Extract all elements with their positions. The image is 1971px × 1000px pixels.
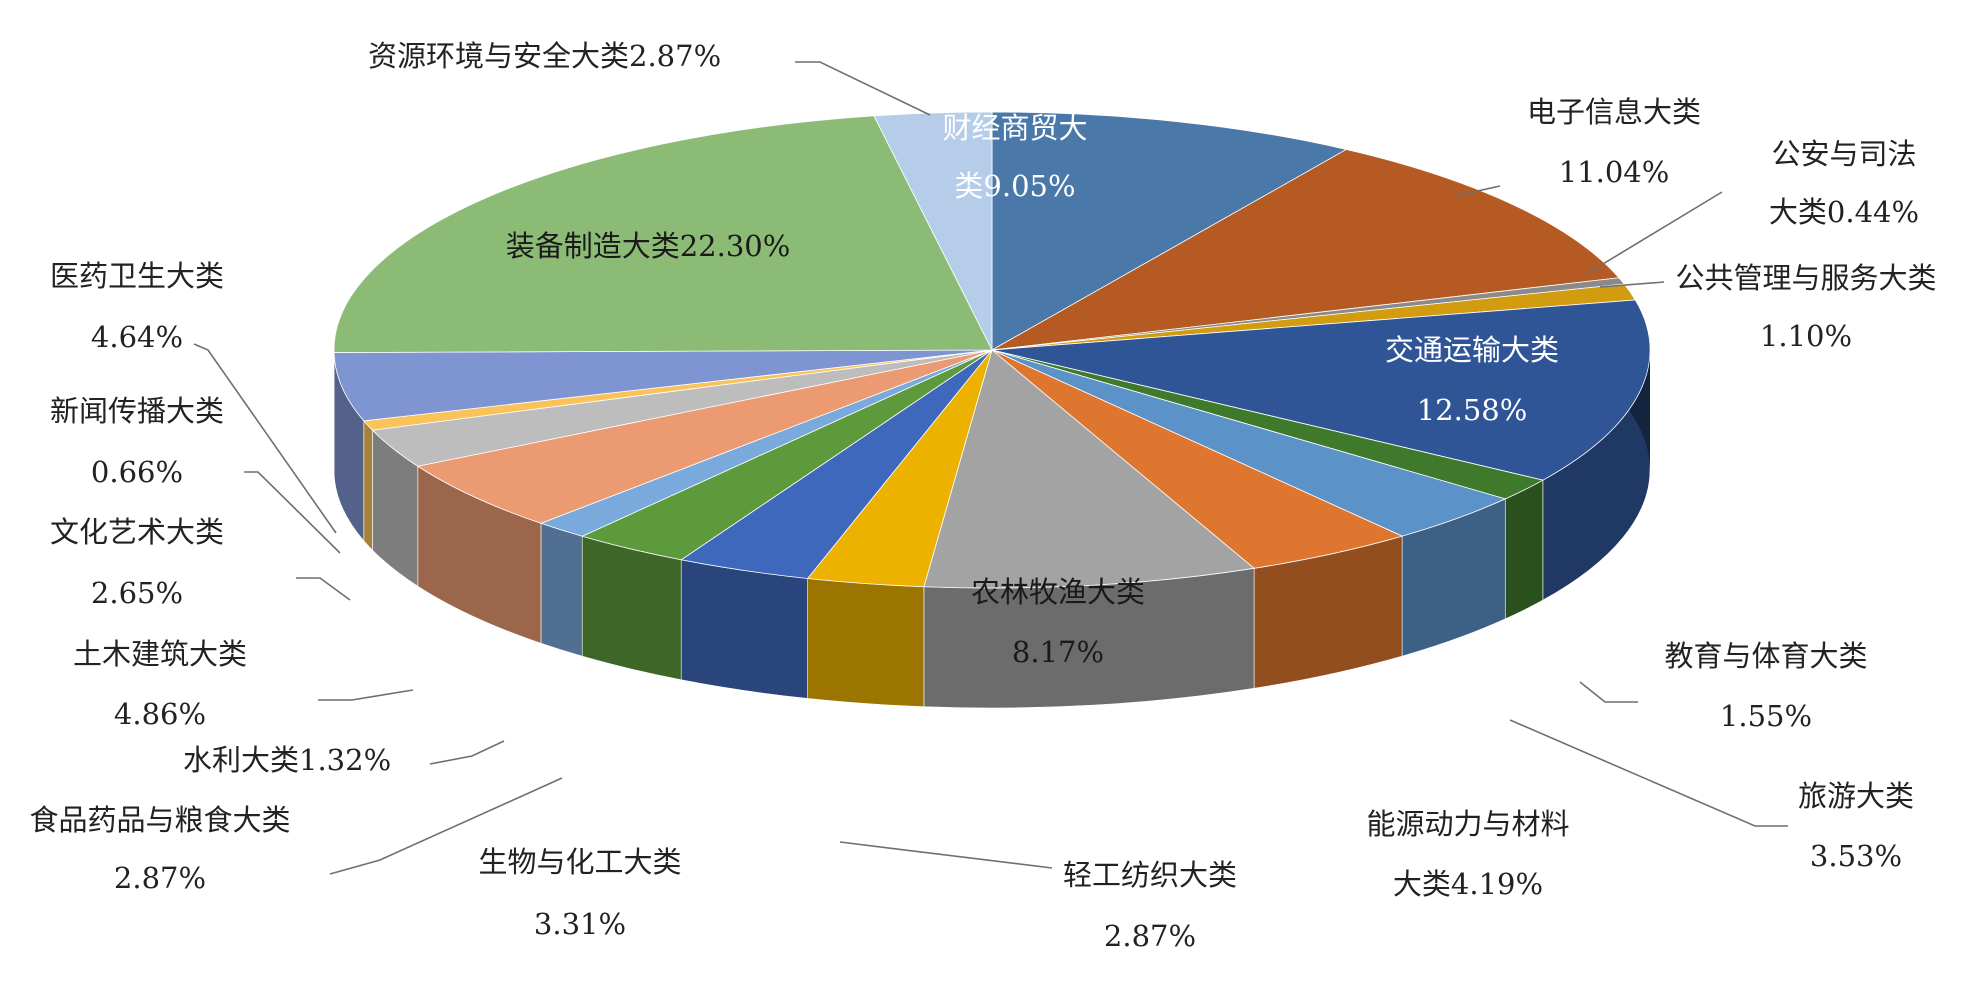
- leader-line-12: [429, 740, 505, 765]
- slice-label-6-line-0: 旅游大类: [1798, 779, 1914, 813]
- slice-label-5-line-0: 教育与体育大类: [1664, 639, 1867, 673]
- slice-label-17-line-0: 装备制造大类22.30%: [506, 229, 791, 263]
- pie-side-11: [581, 535, 682, 681]
- slice-label-9-line-0: 轻工纺织大类: [1063, 858, 1237, 892]
- pie-slice-16: [333, 349, 993, 422]
- leader-line-16: [193, 343, 337, 534]
- slice-label-6-line-1: 3.53%: [1810, 839, 1902, 873]
- pie-sides: [333, 238, 1651, 709]
- slice-label-8-line-1: 8.17%: [1012, 635, 1104, 669]
- slice-label-0-line-0: 财经商贸大: [942, 111, 1087, 145]
- slice-label-9-line-1: 2.87%: [1104, 919, 1196, 953]
- leader-line-18: [795, 61, 931, 116]
- leader-line-3: [1599, 281, 1665, 288]
- pie-side-12: [540, 522, 583, 657]
- leader-line-14: [296, 577, 351, 601]
- slice-label-1-line-1: 11.04%: [1559, 155, 1670, 189]
- pie-tops: [333, 111, 1651, 589]
- slice-label-16-line-0: 医药卫生大类: [50, 259, 224, 293]
- slice-label-3-line-1: 1.10%: [1760, 319, 1852, 353]
- pie-slice-0: [991, 111, 1348, 351]
- slice-label-11-line-0: 食品药品与粮食大类: [29, 803, 290, 837]
- pie-side-9: [807, 578, 925, 708]
- slice-label-10-line-1: 3.31%: [534, 907, 626, 941]
- slice-label-1-line-0: 电子信息大类: [1527, 95, 1701, 129]
- leader-line-6: [1509, 719, 1788, 827]
- leader-line-15: [244, 471, 341, 554]
- pie-side-10: [680, 559, 808, 699]
- slice-label-14-line-1: 2.65%: [91, 576, 183, 610]
- slice-label-12-line-0: 水利大类1.32%: [183, 743, 391, 777]
- leader-line-2: [1587, 191, 1723, 274]
- pie-slice-8: [923, 349, 1256, 589]
- slice-label-11-line-1: 2.87%: [114, 861, 206, 895]
- slice-label-4-line-1: 12.58%: [1417, 393, 1528, 427]
- slice-label-2-line-1: 大类0.44%: [1769, 195, 1919, 229]
- pie-slice-1: [991, 149, 1620, 351]
- leader-line-13: [318, 689, 414, 701]
- slice-label-3-line-0: 公共管理与服务大类: [1675, 261, 1936, 295]
- pie-slice-13: [416, 349, 993, 524]
- pie-side-5: [1504, 479, 1544, 620]
- pie-side-15: [363, 420, 373, 551]
- slice-label-10-line-0: 生物与化工大类: [478, 845, 681, 879]
- pie-slice-4: [991, 299, 1651, 481]
- slice-label-5-line-1: 1.55%: [1720, 699, 1812, 733]
- leader-line-5: [1579, 681, 1638, 703]
- pie-slice-17: [333, 115, 993, 353]
- slice-label-16-line-1: 4.64%: [91, 320, 183, 354]
- slice-label-18-line-0: 资源环境与安全大类2.87%: [368, 39, 721, 73]
- slice-label-0-line-1: 类9.05%: [954, 169, 1075, 203]
- leader-line-11: [329, 777, 563, 875]
- pie-slice-7: [991, 349, 1404, 569]
- slice-label-2-line-0: 公安与司法: [1771, 137, 1916, 171]
- slice-label-7-line-1: 大类4.19%: [1393, 867, 1543, 901]
- leader-lines: [193, 61, 1788, 875]
- slice-label-15-line-1: 0.66%: [91, 455, 183, 489]
- pie-slice-18: [873, 111, 993, 351]
- slice-label-13-line-0: 土木建筑大类: [73, 637, 247, 671]
- slice-label-8-line-0: 农林牧渔大类: [971, 575, 1145, 609]
- slice-label-14-line-0: 文化艺术大类: [50, 515, 224, 549]
- slice-label-7-line-0: 能源动力与材料: [1366, 807, 1569, 841]
- slice-label-4-line-0: 交通运输大类: [1385, 333, 1559, 367]
- leader-line-9: [839, 841, 1053, 869]
- slice-label-15-line-0: 新闻传播大类: [50, 394, 224, 428]
- leader-line-1: [1454, 185, 1501, 197]
- slice-label-13-line-1: 4.86%: [114, 697, 206, 731]
